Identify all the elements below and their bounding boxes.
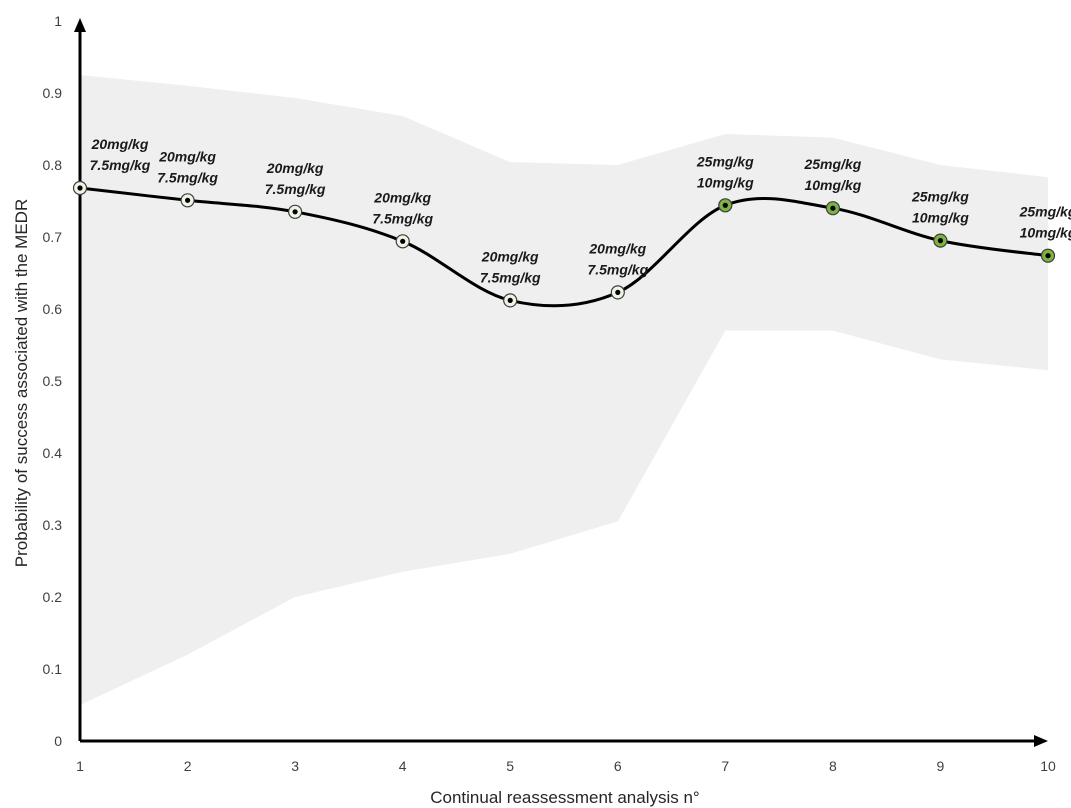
dose-label: 25mg/kg xyxy=(1019,204,1071,220)
data-point-center xyxy=(722,202,728,208)
dose-label: 7.5mg/kg xyxy=(480,269,541,285)
data-point-center xyxy=(937,238,944,244)
data-point-center xyxy=(615,289,621,295)
data-point-center xyxy=(77,185,83,191)
confidence-band-layer xyxy=(80,75,1048,705)
dose-label: 10mg/kg xyxy=(1020,225,1071,241)
data-point-center xyxy=(292,209,298,215)
dose-label: 10mg/kg xyxy=(697,174,754,190)
dose-label: 25mg/kg xyxy=(696,153,754,169)
data-point-markers xyxy=(72,180,1056,308)
dose-label: 7.5mg/kg xyxy=(157,169,218,185)
x-tick-label: 8 xyxy=(829,758,837,774)
x-tick-label: 3 xyxy=(291,758,299,774)
data-point-center xyxy=(830,205,836,211)
y-tick-label: 0.5 xyxy=(43,373,63,389)
data-point-center xyxy=(507,297,513,303)
x-tick-labels: 1 2 3 4 5 6 7 8 9 10 xyxy=(76,758,1056,774)
series-line-layer xyxy=(79,186,1049,308)
y-tick-label: 0.3 xyxy=(43,517,63,533)
confidence-band xyxy=(80,75,1048,705)
dose-label: 10mg/kg xyxy=(912,210,969,226)
y-tick-label: 0.7 xyxy=(43,229,63,245)
dose-label-layer: 20mg/kg 7.5mg/kg 20mg/kg 7.5mg/kg 20mg/kg 7.5… xyxy=(90,136,1071,285)
x-tick-label: 10 xyxy=(1040,758,1056,774)
dose-label: 20mg/kg xyxy=(91,136,149,152)
data-point-center xyxy=(400,238,406,244)
dose-label: 7.5mg/kg xyxy=(587,261,648,277)
dose-label: 20mg/kg xyxy=(373,189,431,205)
x-axis-title: Continual reassessment analysis n° xyxy=(430,788,700,807)
y-axis-title: Probability of success associated with t… xyxy=(12,199,31,568)
x-tick-label: 1 xyxy=(76,758,84,774)
y-tick-label: 1 xyxy=(54,13,62,29)
y-tick-label: 0.4 xyxy=(43,445,63,461)
data-point-center xyxy=(185,197,191,203)
dose-label: 25mg/kg xyxy=(803,156,861,172)
x-tick-label: 4 xyxy=(399,758,407,774)
dose-label: 7.5mg/kg xyxy=(90,157,151,173)
series-line xyxy=(79,186,1049,308)
x-tick-label: 7 xyxy=(721,758,729,774)
x-tick-label: 2 xyxy=(184,758,192,774)
y-tick-label: 0.8 xyxy=(43,157,63,173)
dose-label: 7.5mg/kg xyxy=(265,181,326,197)
y-tick-label: 0.9 xyxy=(43,85,63,101)
data-point-center xyxy=(1045,253,1051,259)
x-tick-label: 5 xyxy=(506,758,514,774)
dose-label: 25mg/kg xyxy=(911,189,969,205)
y-tick-label: 0.6 xyxy=(43,301,63,317)
y-tick-label: 0.1 xyxy=(43,661,63,677)
axes xyxy=(74,18,1048,747)
dose-label: 10mg/kg xyxy=(804,177,861,193)
dose-label: 20mg/kg xyxy=(588,240,646,256)
y-axis-arrow xyxy=(74,18,86,32)
dose-label: 7.5mg/kg xyxy=(372,210,433,226)
y-tick-labels: 0 0.1 0.2 0.3 0.4 0.5 0.6 0.7 0.8 0.9 1 xyxy=(43,13,63,749)
x-tick-label: 6 xyxy=(614,758,622,774)
dose-label: 20mg/kg xyxy=(266,160,324,176)
dose-label: 20mg/kg xyxy=(158,148,216,164)
y-tick-label: 0.2 xyxy=(43,589,63,605)
x-tick-label: 9 xyxy=(937,758,945,774)
y-tick-label: 0 xyxy=(54,733,62,749)
x-axis-arrow xyxy=(1034,735,1048,747)
dose-label: 20mg/kg xyxy=(481,248,539,264)
